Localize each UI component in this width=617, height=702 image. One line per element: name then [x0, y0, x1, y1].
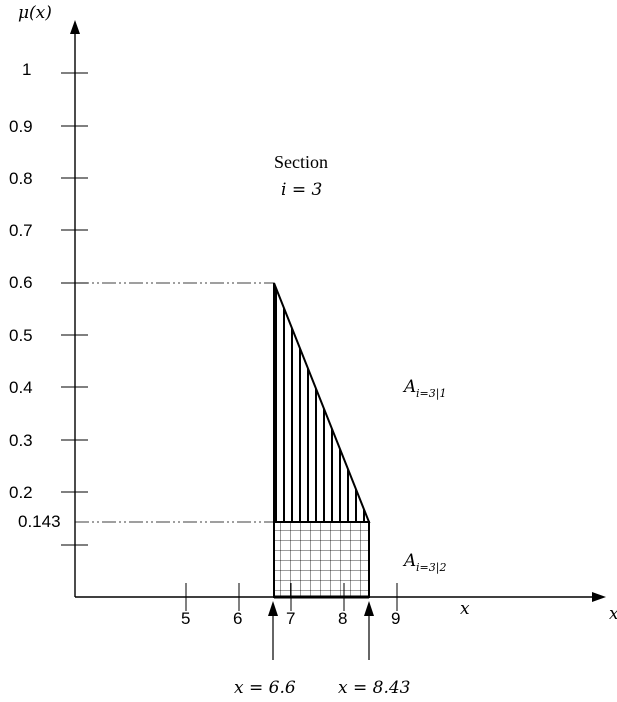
y-tick-label-0.8: 0.8: [9, 169, 33, 188]
svg-text:A: A: [402, 551, 416, 571]
svg-text:i=3|1: i=3|1: [416, 387, 446, 401]
svg-text:i=3|2: i=3|2: [416, 561, 446, 575]
area-upper-triangle: [273, 282, 371, 523]
y-ticks: [61, 72, 88, 546]
y-tick-label-0.9: 0.9: [9, 117, 33, 136]
section-index: i = 3: [281, 180, 322, 200]
area-label-lower: A i=3|2: [402, 551, 446, 575]
area-label-upper: A i=3|1: [402, 377, 446, 401]
marker-label-right: x = 8.43: [338, 678, 411, 698]
y-tick-label-0.2: 0.2: [9, 483, 33, 502]
section-title: Section: [274, 152, 328, 172]
y-tick-label-0.6: 0.6: [9, 273, 33, 292]
y-tick-label-0.143: 0.143: [18, 512, 61, 531]
area-lower-rectangle: [273, 521, 370, 598]
y-tick-label-1: 1: [22, 60, 31, 79]
x-axis-label: x: [460, 599, 470, 619]
x-tick-label-6: 6: [233, 609, 242, 628]
y-axis-label: μ(x): [18, 3, 52, 23]
y-tick-label-0.4: 0.4: [9, 378, 33, 397]
y-axis-arrow: [70, 20, 80, 34]
x-axis-arrow: [592, 592, 606, 602]
arrow-left-head: [268, 601, 278, 616]
arrow-right-head: [364, 601, 374, 616]
x-tick-label-7: 7: [286, 609, 295, 628]
y-tick-label-0.5: 0.5: [9, 326, 33, 345]
x-tick-label-8: 8: [338, 609, 347, 628]
x-tick-label-5: 5: [181, 609, 190, 628]
x-tick-label-9: 9: [391, 609, 400, 628]
marker-label-left: x = 6.6: [234, 678, 296, 698]
svg-text:A: A: [402, 377, 416, 397]
y-tick-label-0.3: 0.3: [9, 431, 33, 450]
x-axis-label-edge: x: [609, 604, 617, 624]
y-tick-label-0.7: 0.7: [9, 221, 33, 240]
